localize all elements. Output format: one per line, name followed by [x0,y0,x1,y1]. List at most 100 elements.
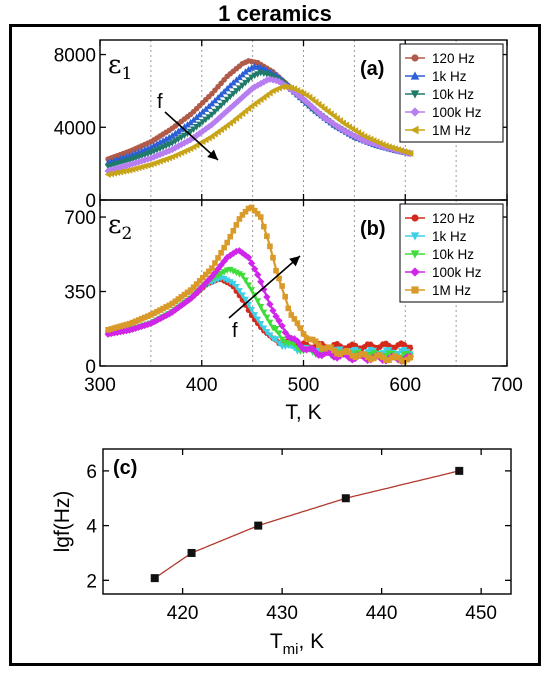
data-point [239,292,246,299]
data-point [257,214,264,220]
data-point [229,90,237,98]
legend-label: 10k Hz [432,87,474,102]
legend: 120 Hz 1k Hz 10k Hz 100k Hz 1M Hz [399,43,504,143]
x-tick-label: 600 [389,375,421,396]
data-point [348,131,356,139]
y-tick-label: 0 [85,357,96,378]
data-point [187,287,194,293]
data-point [312,338,319,345]
data-point [174,127,182,135]
data-point [126,320,133,327]
data-point [116,163,124,172]
data-point [232,99,240,107]
data-point [245,77,252,84]
data-point [254,521,263,530]
data-point [214,265,222,273]
data-point [261,223,267,230]
data-point [248,287,255,294]
data-point [251,312,259,319]
data-point [123,321,130,328]
data-point [217,102,225,110]
data-point [165,147,173,155]
data-point [239,212,246,218]
data-point [337,351,343,358]
data-point [229,280,237,288]
data-point [334,350,340,357]
data-point [214,105,222,113]
data-point [227,233,234,240]
data-point [202,116,210,124]
data-point [232,247,240,256]
data-point [107,166,115,174]
data-point [110,169,118,177]
data-point [404,356,411,363]
data-point [132,318,139,325]
panel-label: (c) [113,457,137,479]
data-point [193,281,200,287]
figure-frame [9,24,541,666]
data-point [357,135,366,144]
x-tick-label: 440 [366,603,398,624]
data-point [254,298,262,305]
data-point [220,99,228,107]
data-point [370,355,377,362]
data-point [148,312,154,318]
data-point [272,336,280,343]
data-point [278,83,285,91]
data-point [264,233,270,239]
series-a-4 [104,83,414,178]
data-point [116,168,124,176]
x-tick-label: 430 [266,603,298,624]
data-point [236,85,243,92]
data-point [254,271,262,279]
data-point [236,216,243,222]
data-point [113,164,121,172]
data-point [278,336,286,344]
data-point [272,325,280,333]
y-tick-label: 8000 [54,46,96,67]
data-point [104,167,112,175]
y-tick-label: 4 [86,517,97,538]
x-axis-title: T, K [285,401,321,424]
data-point [251,265,259,273]
legend-item: 1M Hz [405,283,471,298]
data-point [299,95,308,104]
legend-item: 120 Hz [405,51,475,66]
data-point [273,267,279,274]
data-point [248,307,255,314]
data-point [266,300,274,308]
data-point [168,131,176,139]
fit-line [154,470,460,579]
data-point [196,121,204,129]
data-point [193,124,201,131]
data-point [401,358,408,365]
legend-marker [410,250,420,259]
data-point [107,170,114,178]
data-point [267,243,273,250]
data-point [153,140,161,147]
legend-item: 1k Hz [405,69,467,84]
data-point [251,207,258,214]
data-point [340,349,346,356]
data-point [260,325,268,332]
data-point [276,275,282,282]
legend-label: 10k Hz [432,247,474,262]
data-point [279,283,285,289]
figure-title: 1 ceramics [218,1,332,26]
data-point [245,301,252,309]
data-point [361,351,368,358]
legend-item: 120 Hz [405,211,475,226]
data-point [242,79,249,87]
panel-label: (b) [360,218,386,240]
legend-item: 1M Hz [405,123,471,138]
data-point [211,108,219,116]
data-point [111,325,118,331]
data-point [205,114,213,121]
data-point [236,288,243,295]
legend-label: 120 Hz [432,211,475,226]
series-group-b [104,204,414,365]
data-point [400,346,408,354]
plot-area-frame [102,448,512,595]
data-point [214,115,222,123]
legend-marker [411,214,419,222]
